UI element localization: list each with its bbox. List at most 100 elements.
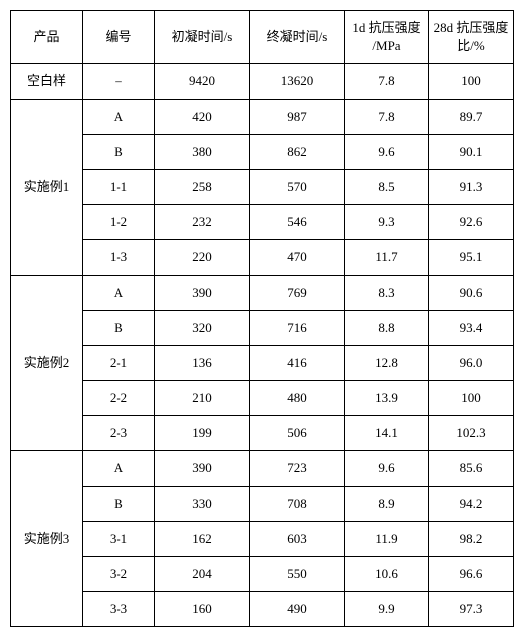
cell-initial-set: 136 xyxy=(155,345,250,380)
cell-initial-set: 232 xyxy=(155,205,250,240)
cell-1d-strength: 9.9 xyxy=(345,592,429,627)
table-row: 2-221048013.9100 xyxy=(11,381,514,416)
table-header: 产品 编号 初凝时间/s 终凝时间/s 1d 抗压强度 /MPa 28d 抗压强… xyxy=(11,11,514,64)
table-row: 1-322047011.795.1 xyxy=(11,240,514,275)
cell-28d-ratio: 90.1 xyxy=(429,134,514,169)
cell-final-set: 506 xyxy=(250,416,345,451)
cell-1d-strength: 9.6 xyxy=(345,451,429,486)
cell-28d-ratio: 98.2 xyxy=(429,521,514,556)
cell-1d-strength: 8.3 xyxy=(345,275,429,310)
cell-28d-ratio: 100 xyxy=(429,64,514,99)
cell-initial-set: 210 xyxy=(155,381,250,416)
cell-final-set: 416 xyxy=(250,345,345,380)
cell-code: A xyxy=(83,451,155,486)
cell-product: 实施例3 xyxy=(11,451,83,627)
cell-initial-set: 390 xyxy=(155,451,250,486)
col-header-final-set: 终凝时间/s xyxy=(250,11,345,64)
cell-final-set: 769 xyxy=(250,275,345,310)
col-header-product: 产品 xyxy=(11,11,83,64)
data-table: 产品 编号 初凝时间/s 终凝时间/s 1d 抗压强度 /MPa 28d 抗压强… xyxy=(10,10,514,627)
cell-code: A xyxy=(83,99,155,134)
cell-28d-ratio: 92.6 xyxy=(429,205,514,240)
table-row: 3-220455010.696.6 xyxy=(11,557,514,592)
cell-code: A xyxy=(83,275,155,310)
cell-initial-set: 258 xyxy=(155,169,250,204)
cell-final-set: 490 xyxy=(250,592,345,627)
table-row: B3808629.690.1 xyxy=(11,134,514,169)
cell-final-set: 987 xyxy=(250,99,345,134)
cell-1d-strength: 14.1 xyxy=(345,416,429,451)
table-row: 1-22325469.392.6 xyxy=(11,205,514,240)
cell-28d-ratio: 90.6 xyxy=(429,275,514,310)
cell-code: 1-3 xyxy=(83,240,155,275)
cell-initial-set: 199 xyxy=(155,416,250,451)
cell-1d-strength: 8.9 xyxy=(345,486,429,521)
cell-28d-ratio: 100 xyxy=(429,381,514,416)
cell-code: B xyxy=(83,310,155,345)
table-row: 空白样–9420136207.8100 xyxy=(11,64,514,99)
table-row: B3207168.893.4 xyxy=(11,310,514,345)
cell-initial-set: 9420 xyxy=(155,64,250,99)
cell-final-set: 603 xyxy=(250,521,345,556)
cell-28d-ratio: 96.6 xyxy=(429,557,514,592)
cell-code: 2-2 xyxy=(83,381,155,416)
cell-1d-strength: 7.8 xyxy=(345,99,429,134)
table-header-row: 产品 编号 初凝时间/s 终凝时间/s 1d 抗压强度 /MPa 28d 抗压强… xyxy=(11,11,514,64)
table-row: 1-12585708.591.3 xyxy=(11,169,514,204)
cell-28d-ratio: 95.1 xyxy=(429,240,514,275)
col-header-1d-strength: 1d 抗压强度 /MPa xyxy=(345,11,429,64)
cell-code: 2-1 xyxy=(83,345,155,380)
cell-28d-ratio: 97.3 xyxy=(429,592,514,627)
cell-code: B xyxy=(83,486,155,521)
cell-final-set: 546 xyxy=(250,205,345,240)
cell-initial-set: 390 xyxy=(155,275,250,310)
table-row: 实施例1A4209877.889.7 xyxy=(11,99,514,134)
col-header-1d-line1: 1d 抗压强度 xyxy=(352,20,420,35)
cell-1d-strength: 10.6 xyxy=(345,557,429,592)
cell-28d-ratio: 93.4 xyxy=(429,310,514,345)
cell-1d-strength: 12.8 xyxy=(345,345,429,380)
cell-initial-set: 420 xyxy=(155,99,250,134)
cell-1d-strength: 11.7 xyxy=(345,240,429,275)
cell-final-set: 708 xyxy=(250,486,345,521)
cell-code: 3-1 xyxy=(83,521,155,556)
cell-initial-set: 380 xyxy=(155,134,250,169)
cell-initial-set: 220 xyxy=(155,240,250,275)
cell-28d-ratio: 96.0 xyxy=(429,345,514,380)
cell-1d-strength: 11.9 xyxy=(345,521,429,556)
cell-final-set: 13620 xyxy=(250,64,345,99)
table-row: 3-31604909.997.3 xyxy=(11,592,514,627)
cell-1d-strength: 9.6 xyxy=(345,134,429,169)
cell-product: 空白样 xyxy=(11,64,83,99)
table-row: 实施例3A3907239.685.6 xyxy=(11,451,514,486)
cell-28d-ratio: 91.3 xyxy=(429,169,514,204)
col-header-1d-line2: /MPa xyxy=(372,38,400,53)
cell-28d-ratio: 102.3 xyxy=(429,416,514,451)
col-header-28d-line1: 28d 抗压强度 xyxy=(434,20,509,35)
cell-28d-ratio: 85.6 xyxy=(429,451,514,486)
table-body: 空白样–9420136207.8100实施例1A4209877.889.7B38… xyxy=(11,64,514,627)
cell-initial-set: 160 xyxy=(155,592,250,627)
cell-initial-set: 204 xyxy=(155,557,250,592)
cell-final-set: 862 xyxy=(250,134,345,169)
cell-final-set: 480 xyxy=(250,381,345,416)
cell-code: 3-3 xyxy=(83,592,155,627)
cell-28d-ratio: 94.2 xyxy=(429,486,514,521)
cell-code: 1-2 xyxy=(83,205,155,240)
cell-initial-set: 330 xyxy=(155,486,250,521)
col-header-code: 编号 xyxy=(83,11,155,64)
table-row: B3307088.994.2 xyxy=(11,486,514,521)
cell-final-set: 470 xyxy=(250,240,345,275)
col-header-28d-line2: 比/% xyxy=(457,38,484,53)
cell-initial-set: 320 xyxy=(155,310,250,345)
cell-1d-strength: 7.8 xyxy=(345,64,429,99)
cell-code: B xyxy=(83,134,155,169)
cell-1d-strength: 9.3 xyxy=(345,205,429,240)
cell-initial-set: 162 xyxy=(155,521,250,556)
cell-final-set: 723 xyxy=(250,451,345,486)
table-row: 实施例2A3907698.390.6 xyxy=(11,275,514,310)
col-header-28d-strength: 28d 抗压强度 比/% xyxy=(429,11,514,64)
cell-1d-strength: 13.9 xyxy=(345,381,429,416)
cell-product: 实施例2 xyxy=(11,275,83,451)
cell-final-set: 570 xyxy=(250,169,345,204)
